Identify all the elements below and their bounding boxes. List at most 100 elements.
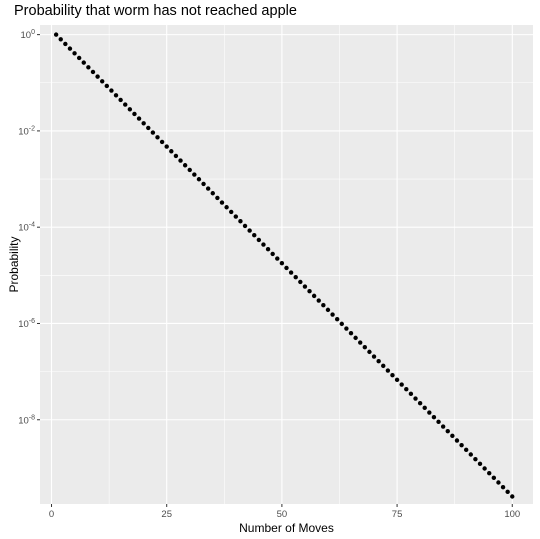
data-point xyxy=(496,480,501,485)
y-axis: 100 10-2 10-4 10-6 10-8 xyxy=(18,29,40,426)
data-point xyxy=(182,163,188,168)
data-point xyxy=(505,489,510,495)
x-tick-label: 0 xyxy=(49,509,54,520)
data-point xyxy=(279,261,285,266)
data-point xyxy=(155,135,160,140)
data-point xyxy=(454,438,460,443)
data-point xyxy=(275,256,280,261)
data-point xyxy=(440,424,446,429)
data-point xyxy=(298,279,303,285)
data-point xyxy=(127,107,133,112)
plot-panel xyxy=(40,25,533,504)
data-point xyxy=(390,372,395,378)
data-point xyxy=(90,69,96,75)
data-point xyxy=(491,475,497,481)
data-point xyxy=(118,97,123,103)
data-point xyxy=(353,335,358,341)
data-point xyxy=(210,191,215,196)
data-point xyxy=(187,167,192,173)
data-point xyxy=(316,298,321,303)
data-point xyxy=(445,428,450,434)
data-point xyxy=(408,391,414,397)
data-point xyxy=(376,359,381,364)
y-tick-label: 10-6 xyxy=(18,318,35,330)
data-point xyxy=(95,74,100,79)
data-point xyxy=(242,223,248,229)
data-point xyxy=(132,111,137,117)
data-point xyxy=(371,354,377,359)
data-point xyxy=(417,400,423,406)
data-point xyxy=(413,396,418,401)
x-axis-title: Number of Moves xyxy=(239,521,334,535)
data-point xyxy=(344,326,349,331)
x-axis: 0 25 50 75 100 xyxy=(49,504,520,520)
chart-title: Probability that worm has not reached ap… xyxy=(14,3,297,19)
data-point xyxy=(196,177,202,182)
data-point xyxy=(394,377,400,383)
data-point xyxy=(76,55,82,61)
data-point xyxy=(510,494,515,499)
x-tick-label: 75 xyxy=(392,509,403,520)
data-point xyxy=(233,214,239,219)
data-point xyxy=(358,340,363,345)
data-point xyxy=(192,172,197,177)
data-point xyxy=(302,284,308,289)
data-point xyxy=(150,130,156,135)
data-point xyxy=(487,470,492,476)
data-point xyxy=(173,153,179,159)
data-point xyxy=(431,414,437,420)
data-point xyxy=(141,121,146,126)
data-point xyxy=(238,219,243,224)
data-point xyxy=(385,368,391,373)
data-point xyxy=(219,200,225,205)
data-point xyxy=(284,265,289,271)
data-point xyxy=(136,116,142,121)
data-point xyxy=(247,228,252,233)
data-point xyxy=(321,303,326,308)
data-point xyxy=(86,65,91,70)
data-point xyxy=(100,79,105,84)
data-point xyxy=(436,419,441,425)
data-point xyxy=(477,461,483,467)
y-tick-label: 100 xyxy=(21,29,36,41)
data-point xyxy=(367,349,372,355)
data-point xyxy=(63,41,68,47)
data-point xyxy=(293,275,298,280)
data-point xyxy=(270,251,275,257)
data-point xyxy=(261,242,266,247)
data-point xyxy=(334,317,340,322)
data-point xyxy=(311,293,317,299)
data-point xyxy=(53,32,59,37)
data-point xyxy=(473,456,478,462)
data-point xyxy=(159,139,165,145)
data-point xyxy=(81,60,86,65)
data-point xyxy=(104,83,110,89)
data-point xyxy=(339,321,344,327)
x-tick-label: 50 xyxy=(277,509,288,520)
data-point xyxy=(201,181,206,187)
data-point xyxy=(113,93,119,98)
data-point xyxy=(67,46,73,51)
data-point xyxy=(450,433,455,439)
data-point xyxy=(288,270,294,275)
data-point xyxy=(463,447,469,453)
data-point xyxy=(399,382,404,387)
data-point xyxy=(468,452,473,457)
data-point xyxy=(178,158,183,163)
x-tick-label: 100 xyxy=(504,509,520,520)
data-point xyxy=(72,51,77,56)
data-point xyxy=(381,363,386,369)
data-point xyxy=(164,144,169,149)
y-tick-label: 10-4 xyxy=(18,222,35,234)
data-point xyxy=(146,125,151,131)
data-point xyxy=(169,149,174,154)
data-point xyxy=(500,484,506,490)
data-point xyxy=(252,233,257,238)
minor-gridlines xyxy=(40,25,533,504)
data-point xyxy=(325,307,331,313)
y-tick-label: 10-2 xyxy=(18,125,35,137)
major-gridlines xyxy=(40,25,533,504)
data-point xyxy=(215,195,220,201)
data-point xyxy=(265,247,271,252)
x-tick-label: 25 xyxy=(161,509,172,520)
